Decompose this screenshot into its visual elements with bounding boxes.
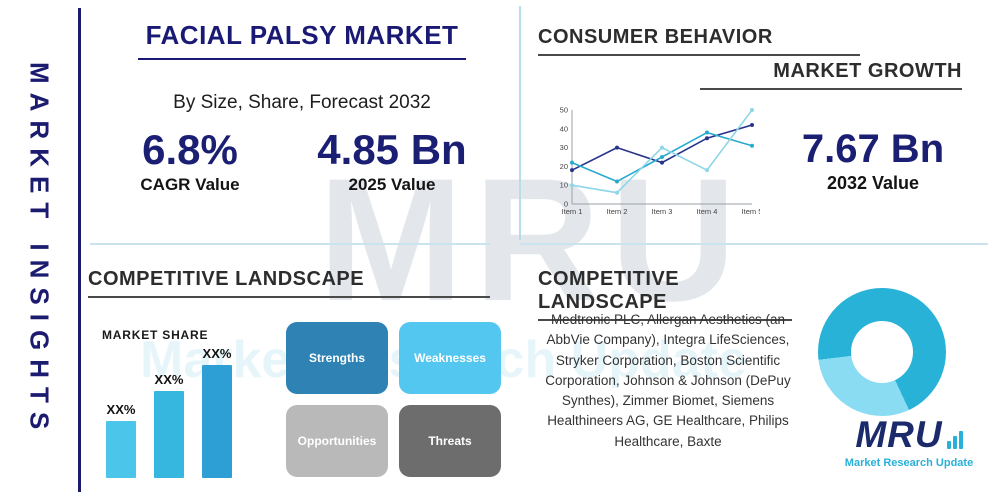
svg-text:Item 3: Item 3 — [652, 207, 673, 216]
growth-line-chart: 0 10 20 30 40 50 Item 1 Item 2 Item 3 Item 4 Item … — [550, 102, 763, 222]
swot-grid: Strengths Weaknesses Opportunities Threa… — [286, 322, 501, 477]
swot-cell: Threats — [399, 405, 501, 477]
bar — [154, 391, 184, 478]
value-2032-stat: 7.67 Bn 2032 Value — [778, 128, 968, 194]
consumer-behavior-heading: CONSUMER BEHAVIOR — [538, 26, 773, 48]
value-2032: 7.67 Bn — [801, 127, 945, 171]
brand-logo: MRU Market Research Update — [828, 416, 990, 469]
bar — [106, 421, 136, 478]
bar-value-label: XX% — [202, 346, 232, 361]
consumer-behavior-underline — [538, 54, 860, 56]
market-share-bar: XX% — [202, 346, 232, 478]
consumer-behavior-section: CONSUMER BEHAVIOR — [538, 26, 860, 56]
market-growth-section: MARKET GROWTH — [700, 60, 962, 90]
swot-cell: Strengths — [286, 322, 388, 394]
competitive-landscape-right-section: COMPETITIVE LANDSCAPE — [538, 268, 792, 321]
svg-text:40: 40 — [560, 124, 568, 133]
swot-cell: Weaknesses — [399, 322, 501, 394]
competitive-landscape-right-heading: COMPETITIVE LANDSCAPE — [538, 268, 680, 313]
bar-value-label: XX% — [106, 402, 136, 417]
swot-cell: Opportunities — [286, 405, 388, 477]
watermark-text: MRU — [318, 143, 747, 338]
competitive-landscape-left-section: COMPETITIVE LANDSCAPE — [88, 268, 490, 298]
svg-text:20: 20 — [560, 162, 568, 171]
cagr-stat: 6.8% CAGR Value — [108, 126, 272, 195]
market-share-chart: XX% XX% XX% — [106, 340, 272, 478]
market-share-title: MARKET SHARE — [102, 328, 209, 342]
market-share-bar: XX% — [154, 372, 184, 478]
svg-text:Item 2: Item 2 — [607, 207, 628, 216]
vertical-sidebar: MARKET INSIGHTS — [8, 0, 70, 500]
horizontal-divider-right — [520, 243, 988, 245]
svg-text:Item 4: Item 4 — [697, 207, 718, 216]
bar-value-label: XX% — [154, 372, 184, 387]
value-2025-label: 2025 Value — [348, 175, 436, 195]
logo-text: MRU — [855, 414, 943, 455]
cagr-value: 6.8% — [142, 126, 238, 173]
teal-vertical-divider — [519, 6, 521, 240]
logo-subtext: Market Research Update — [844, 457, 974, 469]
svg-text:50: 50 — [560, 106, 568, 115]
page-title: FACIAL PALSY MARKET — [137, 20, 467, 60]
competitive-landscape-left-heading: COMPETITIVE LANDSCAPE — [88, 268, 365, 290]
navy-vertical-divider — [78, 8, 81, 492]
value-2025-stat: 4.85 Bn 2025 Value — [292, 126, 492, 195]
svg-text:0: 0 — [564, 200, 568, 209]
title-block: FACIAL PALSY MARKET — [92, 20, 512, 60]
svg-text:Item 5: Item 5 — [742, 207, 760, 216]
competitive-landscape-right-underline — [538, 319, 792, 321]
donut-chart — [818, 288, 946, 416]
competitive-landscape-left-underline — [88, 296, 490, 298]
sidebar-vertical-title: MARKET INSIGHTS — [24, 61, 55, 439]
value-2025: 4.85 Bn — [317, 126, 467, 173]
companies-list: Medtronic PLC, Allergan Aesthetics (an A… — [545, 312, 791, 449]
horizontal-divider-left — [90, 243, 490, 245]
market-growth-underline — [700, 88, 962, 90]
svg-text:30: 30 — [560, 143, 568, 152]
page-subtitle: By Size, Share, Forecast 2032 — [173, 92, 431, 113]
svg-text:10: 10 — [560, 181, 568, 190]
svg-text:Item 1: Item 1 — [562, 207, 583, 216]
bar — [202, 365, 232, 478]
logo-bars-icon — [946, 431, 963, 449]
value-2032-label: 2032 Value — [826, 173, 920, 193]
market-growth-heading: MARKET GROWTH — [773, 60, 962, 82]
cagr-label: CAGR Value — [140, 175, 240, 195]
market-share-bar: XX% — [106, 402, 136, 478]
